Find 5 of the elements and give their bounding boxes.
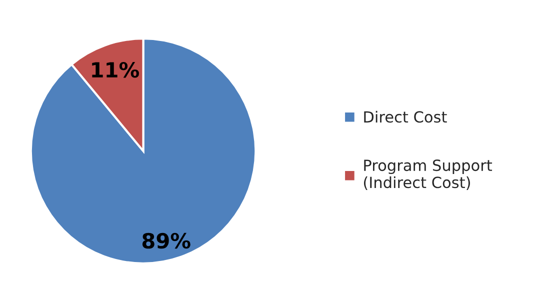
pie-slice xyxy=(30,38,257,264)
data-label: 89% xyxy=(142,232,190,249)
legend-label: Direct Cost xyxy=(364,110,447,123)
legend-label: Program Support (Indirect Cost) xyxy=(364,160,492,190)
data-label: 11% xyxy=(92,62,139,78)
